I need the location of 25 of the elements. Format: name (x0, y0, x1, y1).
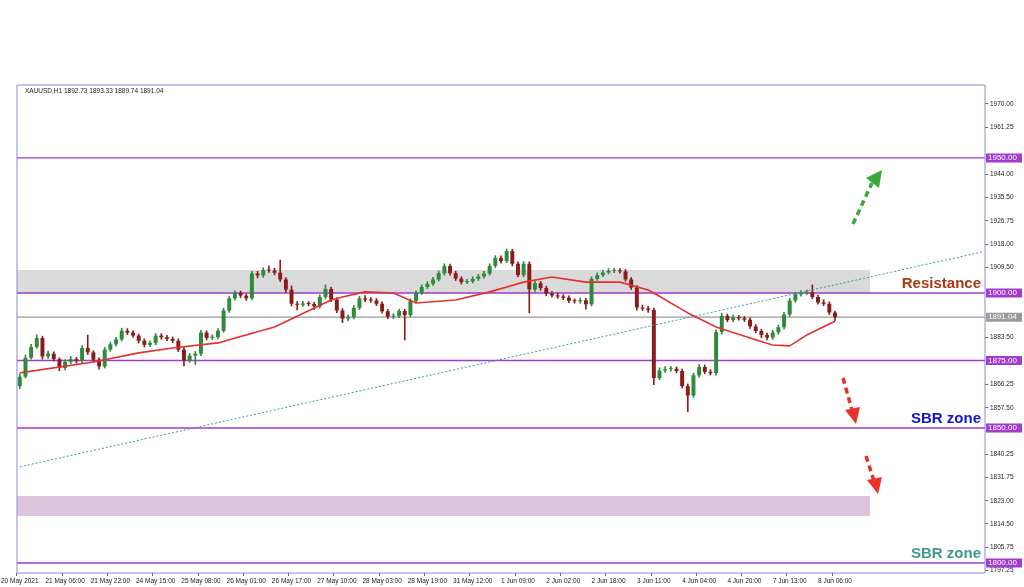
ref-line-label: 1850.00 (988, 423, 1018, 433)
ref-line-label: 1891.04 (988, 312, 1018, 322)
candlestick (266, 265, 271, 273)
candlestick (210, 334, 215, 340)
ref-line-label: 1950.00 (988, 153, 1018, 163)
ref-line-label: 1800.00 (988, 558, 1018, 568)
candlestick (549, 291, 554, 298)
annotation: SBR zone (910, 543, 981, 561)
candlestick (617, 268, 622, 274)
candlestick (363, 295, 368, 302)
candlestick (736, 315, 741, 321)
candlestick (85, 334, 90, 355)
candlestick (668, 366, 673, 372)
candlestick (368, 297, 373, 303)
ref-line-label: 1900.00 (988, 288, 1018, 298)
annotation: SBR zone (910, 408, 981, 426)
candlestick (148, 340, 152, 348)
candlestick (612, 268, 617, 274)
candlestick (193, 351, 198, 365)
candlestick (295, 301, 300, 311)
candlestick (465, 279, 469, 285)
candlestick (578, 297, 583, 304)
candlestick (402, 308, 407, 341)
ref-line-label: 1875.00 (988, 355, 1018, 365)
annotation: Resistance (901, 273, 981, 291)
